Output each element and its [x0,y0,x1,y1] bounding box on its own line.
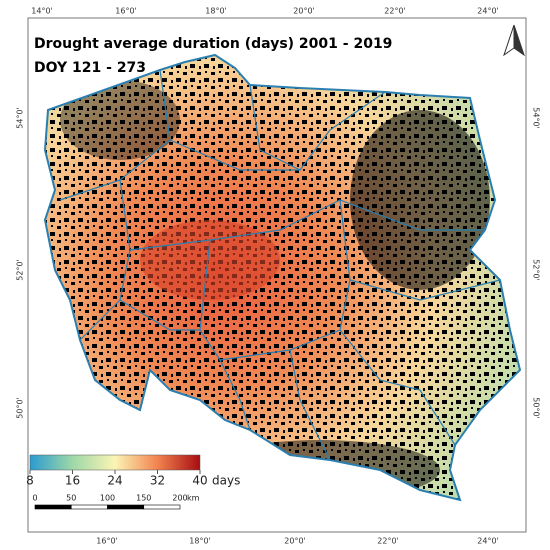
latitude-label: 50°0' [532,397,541,418]
scale-bar-segment [107,504,145,510]
colorbar-unit: days [212,474,240,488]
longitude-label: 22°0' [377,537,398,546]
map-title: Drought average duration (days) 2001 - 2… [34,36,392,52]
colorbar-label: 32 [150,474,165,488]
longitude-label: 16°0' [96,537,117,546]
scale-bar-label: 0 [32,494,37,503]
scale-bar-label: 200 [172,494,187,503]
map-subtitle: DOY 121 - 273 [34,60,146,76]
colorbar [29,454,201,471]
scale-bar-segment [34,504,72,510]
longitude-label: 22°0' [384,7,405,16]
longitude-label: 24°0' [477,7,498,16]
longitude-label: 20°0' [293,7,314,16]
longitude-label: 14°0' [31,7,52,16]
scale-bar-segment [70,504,108,510]
region-borders [59,69,501,461]
latitude-label: 52°0' [532,259,541,280]
scale-bar-label: 100 [100,494,115,503]
colorbar-label: 16 [65,474,80,488]
longitude-label: 18°0' [189,537,210,546]
north-arrow [503,24,525,57]
latitude-label: 50°0' [16,397,25,418]
latitude-label: 52°0' [16,259,25,280]
latitude-label: 54°0' [16,107,25,128]
scale-bar-label: 50 [66,494,76,503]
colorbar-label: 40 [192,474,207,488]
scale-bar-segment [143,504,181,510]
latitude-label: 54°0' [532,107,541,128]
longitude-label: 16°0' [115,7,136,16]
scale-bar-unit: km [187,494,200,503]
longitude-label: 20°0' [284,537,305,546]
longitude-label: 18°0' [205,7,226,16]
scale-bar-label: 150 [136,494,151,503]
colorbar-label: 8 [26,474,34,488]
colorbar-label: 24 [107,474,122,488]
longitude-label: 24°0' [477,537,498,546]
